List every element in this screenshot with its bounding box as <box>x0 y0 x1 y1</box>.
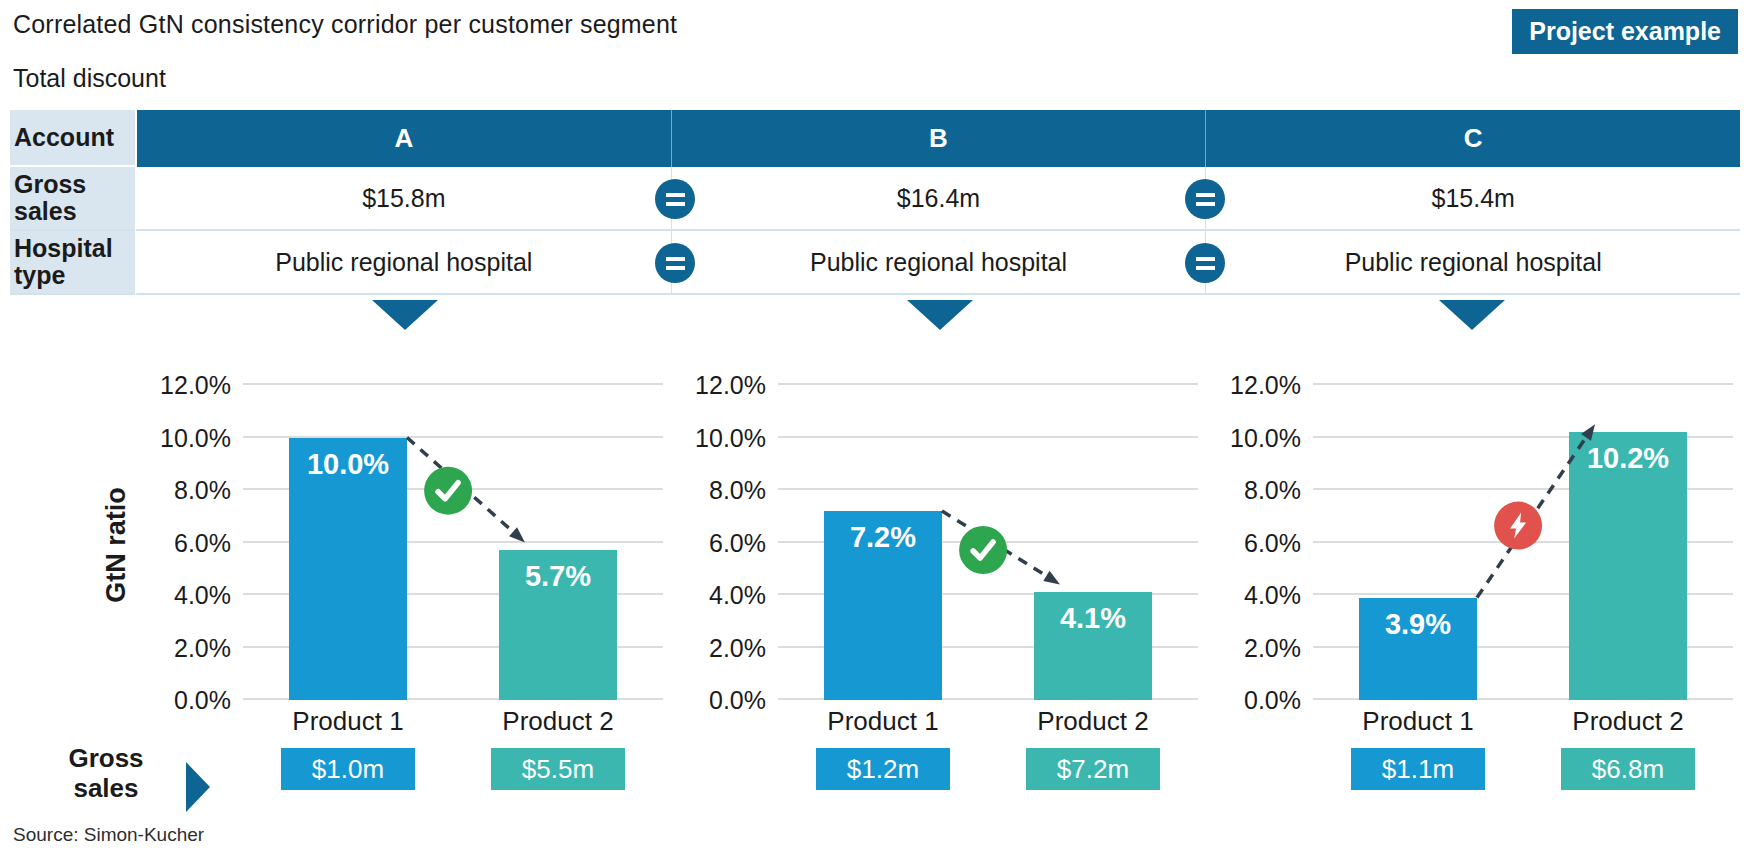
check-icon <box>424 467 472 515</box>
y-tick-label: 12.0% <box>1230 370 1301 400</box>
y-axis: 0.0%2.0%4.0%6.0%8.0%10.0%12.0% <box>1205 355 1313 700</box>
x-category-label: Product 2 <box>468 706 648 737</box>
y-tick-label: 10.0% <box>1230 423 1301 453</box>
y-axis-title: GtN ratio <box>101 487 132 603</box>
y-tick-label: 12.0% <box>695 370 766 400</box>
table-row-account: Account A B C <box>10 110 1740 167</box>
x-axis-labels: Product 1 Product 2 <box>778 700 1205 740</box>
equals-icon <box>1185 179 1225 219</box>
bar-value-label: 4.1% <box>1034 602 1152 635</box>
chart-account-a: 0.0% 2.0% 4.0% 6.0% 8.0% 10.0% 12.0% 10.0% 5.7%… <box>135 355 670 792</box>
row-label-gross-sales: Gross sales <box>10 167 135 231</box>
charts-row: 0.0% 2.0% 4.0% 6.0% 8.0% 10.0% 12.0% 10.0% 5.7%… <box>135 355 1740 792</box>
bar-value-label: 3.9% <box>1359 608 1477 641</box>
gross-sales-chip: $1.0m <box>281 748 415 790</box>
plot-area: 10.0% 5.7% <box>243 355 663 700</box>
x-category-label: Product 1 <box>793 706 973 737</box>
bar-product-1: 7.2% <box>824 511 942 700</box>
chart-account-c: 0.0% 2.0% 4.0% 6.0% 8.0% 10.0% 12.0% 3.9% 10.2%… <box>1205 355 1740 792</box>
bar-product-2: 10.2% <box>1569 432 1687 700</box>
bar-value-label: 10.2% <box>1569 442 1687 475</box>
bar-product-1: 3.9% <box>1359 598 1477 700</box>
plot-area: 7.2% 4.1% <box>778 355 1198 700</box>
subtitle-total-discount: Total discount <box>13 64 166 93</box>
y-tick-label: 0.0% <box>1244 685 1301 715</box>
x-axis-labels: Product 1 Product 2 <box>243 700 670 740</box>
equals-icon <box>655 243 695 283</box>
x-category-label: Product 2 <box>1538 706 1718 737</box>
y-tick-label: 2.0% <box>1244 633 1301 663</box>
right-triangle-icon <box>186 762 210 812</box>
gridline <box>778 488 1198 490</box>
y-tick-label: 2.0% <box>174 633 231 663</box>
plot-area: 3.9% 10.2% <box>1313 355 1733 700</box>
down-triangle-icon <box>372 300 438 330</box>
y-tick-label: 8.0% <box>1244 475 1301 505</box>
y-tick-label: 4.0% <box>174 580 231 610</box>
check-icon <box>959 526 1007 574</box>
bar-value-label: 10.0% <box>289 448 407 481</box>
equals-icon <box>655 179 695 219</box>
gross-sales-chip: $1.2m <box>816 748 950 790</box>
gross-sales-chip: $6.8m <box>1561 748 1695 790</box>
y-tick-label: 2.0% <box>709 633 766 663</box>
y-tick-label: 12.0% <box>160 370 231 400</box>
y-axis: 0.0%2.0%4.0%6.0%8.0%10.0%12.0% <box>670 355 778 700</box>
down-triangle-icon <box>1439 300 1505 330</box>
gridline <box>778 436 1198 438</box>
gross-sales-a: $15.8m <box>135 167 671 231</box>
y-tick-label: 8.0% <box>174 475 231 505</box>
y-tick-label: 4.0% <box>1244 580 1301 610</box>
slide: Correlated GtN consistency corridor per … <box>0 0 1750 866</box>
account-table: Account A B C Gross sales $15.8m $16.4m … <box>10 110 1740 295</box>
gross-sales-chip: $7.2m <box>1026 748 1160 790</box>
gross-sales-axis-label: Gross sales <box>42 744 170 804</box>
bar-product-2: 5.7% <box>499 550 617 700</box>
y-tick-label: 4.0% <box>709 580 766 610</box>
y-tick-label: 0.0% <box>709 685 766 715</box>
x-axis-labels: Product 1 Product 2 <box>1313 700 1740 740</box>
gross-sales-c: $15.4m <box>1205 167 1740 231</box>
gridline <box>243 383 663 385</box>
y-tick-label: 6.0% <box>1244 528 1301 558</box>
gross-sales-b: $16.4m <box>671 167 1206 231</box>
down-triangle-icon <box>907 300 973 330</box>
row-label-account: Account <box>10 110 135 167</box>
hospital-type-b: Public regional hospital <box>671 231 1206 295</box>
y-tick-label: 10.0% <box>160 423 231 453</box>
bar-product-1: 10.0% <box>289 438 407 701</box>
gross-sales-chips: $1.2m $7.2m <box>778 748 1205 792</box>
y-tick-label: 10.0% <box>695 423 766 453</box>
gross-sales-chips: $1.0m $5.5m <box>243 748 670 792</box>
table-row-gross-sales: Gross sales $15.8m $16.4m $15.4m <box>10 167 1740 231</box>
y-axis: 0.0%2.0%4.0%6.0%8.0%10.0%12.0% <box>135 355 243 700</box>
account-c-header: C <box>1205 110 1740 167</box>
chart-account-b: 0.0%2.0%4.0%6.0%8.0%10.0%12.0% 7.2%4.1% … <box>670 355 1205 792</box>
bar-product-2: 4.1% <box>1034 592 1152 700</box>
project-example-badge: Project example <box>1512 9 1738 54</box>
row-label-hospital-type: Hospital type <box>10 231 135 295</box>
account-a-header: A <box>135 110 671 167</box>
account-b-header: B <box>671 110 1206 167</box>
x-category-label: Product 2 <box>1003 706 1183 737</box>
hospital-type-c: Public regional hospital <box>1205 231 1740 295</box>
hospital-type-a: Public regional hospital <box>135 231 671 295</box>
y-tick-label: 8.0% <box>709 475 766 505</box>
gross-sales-chips: $1.1m $6.8m <box>1313 748 1740 792</box>
y-tick-label: 0.0% <box>174 685 231 715</box>
bar-value-label: 7.2% <box>824 521 942 554</box>
x-category-label: Product 1 <box>258 706 438 737</box>
gridline <box>1313 383 1733 385</box>
page-title: Correlated GtN consistency corridor per … <box>13 10 677 39</box>
equals-icon <box>1185 243 1225 283</box>
source-note: Source: Simon-Kucher <box>13 824 204 846</box>
table-row-hospital-type: Hospital type Public regional hospital P… <box>10 231 1740 295</box>
gross-sales-chip: $5.5m <box>491 748 625 790</box>
gross-sales-chip: $1.1m <box>1351 748 1485 790</box>
gridline <box>778 383 1198 385</box>
y-tick-label: 6.0% <box>174 528 231 558</box>
y-tick-label: 6.0% <box>709 528 766 558</box>
x-category-label: Product 1 <box>1328 706 1508 737</box>
bar-value-label: 5.7% <box>499 560 617 593</box>
